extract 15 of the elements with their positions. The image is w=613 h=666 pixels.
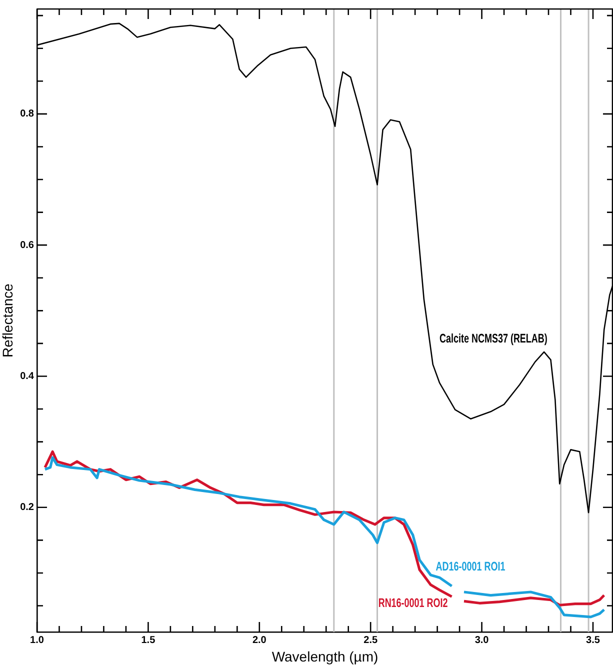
x-tick-label: 3.5 — [586, 634, 600, 646]
series-label: RN16-0001 ROI2 — [378, 596, 448, 610]
x-tick-label: 2.5 — [364, 634, 378, 646]
y-tick-label: 0.8 — [20, 108, 34, 120]
y-tick-label: 0.4 — [20, 370, 34, 382]
x-axis-title: Wavelength (µm) — [272, 648, 378, 664]
series-label: AD16-0001 ROI1 — [436, 560, 506, 574]
y-tick-label: 0.2 — [20, 502, 34, 514]
x-tick-label: 1.0 — [30, 634, 44, 646]
x-tick-label: 3.0 — [474, 634, 490, 646]
x-tick-label: 1.5 — [141, 634, 156, 646]
y-axis-title: Reflectance — [0, 283, 16, 358]
x-tick-label: 2.0 — [252, 634, 267, 646]
y-tick-label: 0.6 — [20, 240, 34, 251]
series-label: Calcite NCMS37 (RELAB) — [440, 332, 548, 346]
